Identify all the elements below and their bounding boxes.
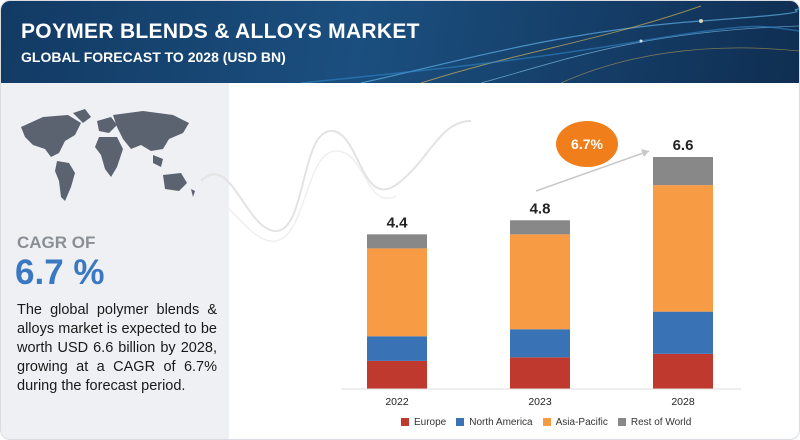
market-description: The global polymer blends & alloys marke… (17, 302, 217, 394)
legend-label: Europe (414, 416, 447, 428)
bar-segment-2023-north-america (510, 329, 570, 358)
legend-item: North America (456, 416, 533, 428)
legend-label: Asia-Pacific (555, 416, 608, 428)
legend-item: Asia-Pacific (542, 416, 608, 428)
header-banner: POYMER BLENDS & ALLOYS MARKET GLOBAL FOR… (1, 1, 799, 83)
chart-subtitle: GLOBAL FORECAST TO 2028 (USD BN) (21, 49, 286, 65)
cagr-bubble: 6.7% (556, 121, 618, 167)
decorative-wave (200, 120, 472, 233)
bar-total-label: 4.8 (530, 200, 551, 217)
x-tick-label: 2022 (385, 396, 409, 408)
bar-segment-2022-europe (367, 360, 427, 389)
cagr-bubble-label: 6.7% (571, 136, 603, 152)
legend-swatch (401, 418, 409, 426)
legend-item: Europe (401, 417, 446, 428)
cagr-label: CAGR OF (17, 233, 96, 252)
legend-label: North America (469, 416, 533, 428)
bar-segment-2028-europe (653, 353, 713, 389)
bars-layer (367, 157, 713, 389)
cagr-value: 6.7 % (15, 253, 105, 292)
header-light-streaks (300, 5, 799, 83)
bar-segment-2023-asia-pacific (510, 234, 570, 330)
legend-swatch (456, 418, 465, 426)
legend-swatch (542, 418, 551, 426)
bar-segment-2023-rest-of-world (510, 220, 570, 235)
bar-segment-2028-north-america (653, 311, 713, 354)
bar-segment-2022-asia-pacific (367, 248, 427, 337)
world-map-icon (21, 109, 195, 201)
bar-segment-2028-rest-of-world (653, 157, 713, 186)
bar-segment-2023-europe (510, 357, 570, 389)
legend-item: Rest of World (617, 416, 692, 428)
x-tick-label: 2023 (528, 396, 552, 408)
bar-segment-2022-north-america (367, 336, 427, 361)
x-tick-label: 2028 (671, 396, 695, 408)
bar-segment-2022-rest-of-world (367, 234, 427, 249)
bar-total-label: 6.6 (673, 137, 694, 154)
bar-segment-2028-asia-pacific (653, 185, 713, 312)
chart-title: POYMER BLENDS & ALLOYS MARKET (21, 20, 420, 43)
left-panel: CAGR OF 6.7 % The global polymer blends … (1, 83, 229, 439)
growth-arrowhead (641, 149, 649, 157)
growth-arrow (535, 150, 650, 192)
labels-layer: 4.4 2022 4.8 2023 6.6 2028 (385, 137, 695, 408)
chart-legend: Europe North America Asia-Pacific Rest of W… (401, 415, 701, 429)
bar-total-label: 4.4 (387, 214, 409, 231)
legend-label: Rest of World (630, 416, 692, 428)
decorative-wave-faint (190, 150, 397, 242)
legend-swatch (617, 418, 626, 426)
